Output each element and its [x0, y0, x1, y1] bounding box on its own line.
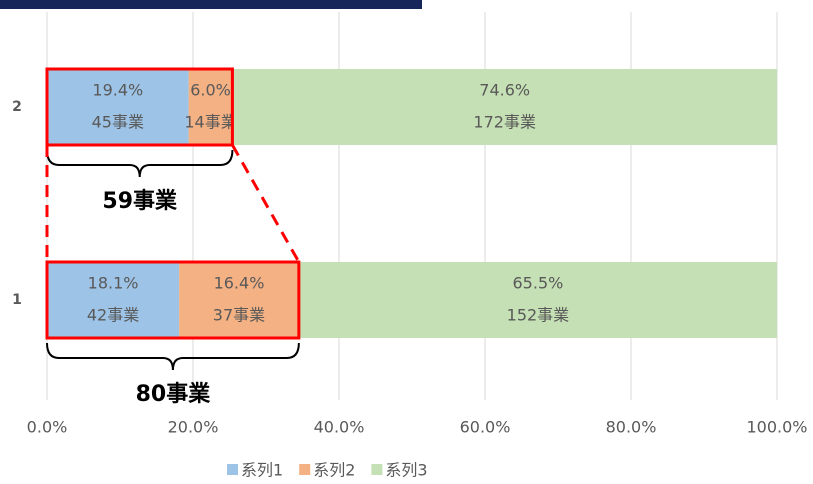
value-label: 6.0% [190, 81, 231, 100]
brace [46, 342, 300, 371]
value-label: 74.6% [479, 81, 530, 100]
bar-segment [47, 69, 189, 145]
annotation: 80事業 [136, 381, 212, 407]
x-tick-label: 100.0% [746, 418, 807, 437]
bar-segment [232, 69, 778, 145]
value-label: 19.4% [92, 81, 143, 100]
highlight-box [45, 260, 301, 340]
bar-segment [179, 262, 299, 338]
bar-segment [47, 262, 180, 338]
y-tick-label: 1 [12, 292, 22, 308]
count-label: 37事業 [213, 306, 265, 325]
count-label: 172事業 [473, 113, 536, 132]
legend-swatch [227, 464, 238, 475]
legend-label: 系列3 [385, 461, 427, 480]
legend-label: 系列2 [313, 461, 355, 480]
x-tick-label: 20.0% [168, 418, 219, 437]
connector [231, 144, 301, 263]
legend-swatch [371, 464, 383, 475]
count-label: 45事業 [92, 113, 144, 132]
count-label: 42事業 [87, 306, 139, 325]
annotation: 59事業 [102, 188, 178, 214]
x-tick-label: 80.0% [606, 418, 657, 437]
value-label: 65.5% [513, 274, 564, 293]
bar-segment [298, 262, 777, 338]
x-tick-label: 0.0% [27, 418, 68, 437]
value-label: 16.4% [214, 274, 265, 293]
legend-swatch [299, 464, 311, 475]
value-label: 18.1% [88, 274, 139, 293]
brace [46, 149, 234, 178]
x-tick-label: 40.0% [314, 418, 365, 437]
x-tick-label: 60.0% [460, 418, 511, 437]
header-bar [0, 0, 422, 9]
count-label: 152事業 [507, 306, 570, 325]
legend-label: 系列1 [241, 461, 283, 480]
count-label: 14事業 [184, 113, 236, 132]
highlight-box [45, 67, 234, 147]
y-tick-label: 2 [12, 99, 22, 115]
bar-segment [188, 69, 233, 145]
